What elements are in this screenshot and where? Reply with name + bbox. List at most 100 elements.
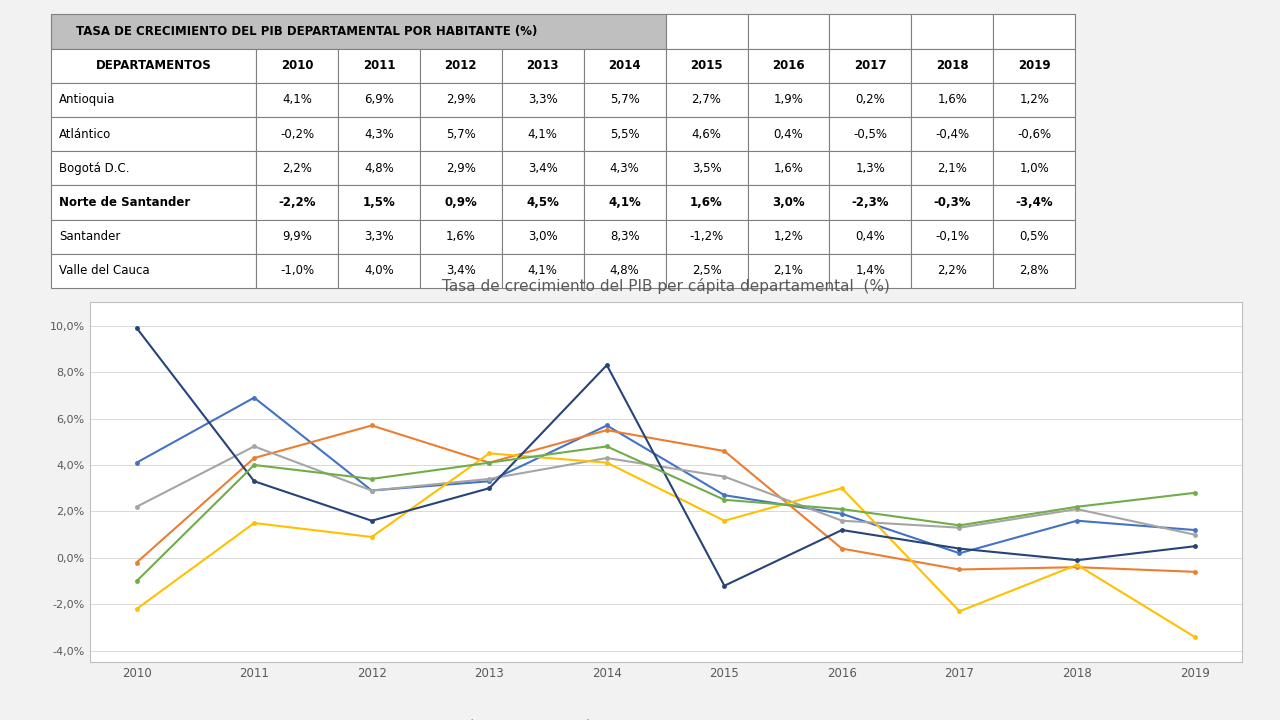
- Text: 2010: 2010: [280, 59, 314, 72]
- Bar: [666, 254, 748, 288]
- Text: 4,1%: 4,1%: [527, 264, 558, 277]
- Bar: [993, 254, 1075, 288]
- Bar: [748, 220, 829, 254]
- Bar: [420, 117, 502, 151]
- Text: -0,1%: -0,1%: [936, 230, 969, 243]
- Text: 2014: 2014: [608, 59, 641, 72]
- Bar: [666, 48, 748, 83]
- Bar: [829, 14, 911, 48]
- Bar: [993, 151, 1075, 185]
- Text: 3,3%: 3,3%: [527, 94, 558, 107]
- Bar: [748, 151, 829, 185]
- Bar: [338, 254, 420, 288]
- Bar: [829, 48, 911, 83]
- Bar: [502, 48, 584, 83]
- Bar: [911, 220, 993, 254]
- Text: 5,7%: 5,7%: [609, 94, 640, 107]
- Text: 4,8%: 4,8%: [364, 162, 394, 175]
- Text: 6,9%: 6,9%: [364, 94, 394, 107]
- Bar: [338, 83, 420, 117]
- Bar: [829, 220, 911, 254]
- Bar: [338, 48, 420, 83]
- Bar: [993, 220, 1075, 254]
- Text: -0,4%: -0,4%: [936, 127, 969, 140]
- Bar: [829, 151, 911, 185]
- Text: -3,4%: -3,4%: [1015, 196, 1053, 209]
- Text: -0,5%: -0,5%: [854, 127, 887, 140]
- Text: 8,3%: 8,3%: [609, 230, 640, 243]
- Bar: [666, 220, 748, 254]
- Bar: [502, 83, 584, 117]
- Bar: [748, 14, 829, 48]
- Text: -2,2%: -2,2%: [278, 196, 316, 209]
- Text: 1,0%: 1,0%: [1019, 162, 1050, 175]
- Text: 2018: 2018: [936, 59, 969, 72]
- Text: 2017: 2017: [854, 59, 887, 72]
- Text: 4,8%: 4,8%: [609, 264, 640, 277]
- Text: 0,4%: 0,4%: [855, 230, 886, 243]
- Text: 5,7%: 5,7%: [445, 127, 476, 140]
- Bar: [256, 220, 338, 254]
- Text: 1,2%: 1,2%: [773, 230, 804, 243]
- Text: TASA DE CRECIMIENTO DEL PIB DEPARTAMENTAL POR HABITANTE (%): TASA DE CRECIMIENTO DEL PIB DEPARTAMENTA…: [76, 25, 538, 38]
- Bar: [502, 151, 584, 185]
- Text: 2,5%: 2,5%: [691, 264, 722, 277]
- Bar: [993, 185, 1075, 220]
- Text: 4,1%: 4,1%: [527, 127, 558, 140]
- Text: -0,3%: -0,3%: [933, 196, 972, 209]
- Text: 0,2%: 0,2%: [855, 94, 886, 107]
- Bar: [748, 117, 829, 151]
- Text: 4,3%: 4,3%: [609, 162, 640, 175]
- Bar: [584, 185, 666, 220]
- Bar: [51, 185, 256, 220]
- Text: 3,5%: 3,5%: [691, 162, 722, 175]
- Text: 2,1%: 2,1%: [773, 264, 804, 277]
- Bar: [51, 14, 666, 48]
- Text: 2013: 2013: [526, 59, 559, 72]
- Bar: [502, 254, 584, 288]
- Bar: [748, 83, 829, 117]
- Bar: [584, 117, 666, 151]
- Text: 2011: 2011: [362, 59, 396, 72]
- Text: 2,2%: 2,2%: [937, 264, 968, 277]
- Text: 2,9%: 2,9%: [445, 94, 476, 107]
- Bar: [51, 83, 256, 117]
- Bar: [584, 48, 666, 83]
- Bar: [911, 117, 993, 151]
- Text: 3,4%: 3,4%: [445, 264, 476, 277]
- Text: 2,8%: 2,8%: [1019, 264, 1050, 277]
- Bar: [911, 14, 993, 48]
- Bar: [993, 117, 1075, 151]
- Text: 4,6%: 4,6%: [691, 127, 722, 140]
- Text: 4,3%: 4,3%: [364, 127, 394, 140]
- Bar: [829, 254, 911, 288]
- Bar: [256, 48, 338, 83]
- Text: Bogotá D.C.: Bogotá D.C.: [59, 162, 129, 175]
- Bar: [666, 83, 748, 117]
- Bar: [338, 185, 420, 220]
- Bar: [256, 151, 338, 185]
- Text: 3,4%: 3,4%: [527, 162, 558, 175]
- Bar: [993, 14, 1075, 48]
- Bar: [993, 48, 1075, 83]
- Bar: [748, 254, 829, 288]
- Text: 2,1%: 2,1%: [937, 162, 968, 175]
- Bar: [584, 83, 666, 117]
- Bar: [51, 151, 256, 185]
- Bar: [338, 151, 420, 185]
- Text: 2015: 2015: [690, 59, 723, 72]
- Bar: [911, 48, 993, 83]
- Bar: [666, 14, 748, 48]
- Text: Atlántico: Atlántico: [59, 127, 111, 140]
- Text: 1,4%: 1,4%: [855, 264, 886, 277]
- Text: 1,6%: 1,6%: [937, 94, 968, 107]
- Text: Antioquia: Antioquia: [59, 94, 115, 107]
- Bar: [256, 185, 338, 220]
- Bar: [420, 48, 502, 83]
- Text: 4,5%: 4,5%: [526, 196, 559, 209]
- Text: 1,6%: 1,6%: [445, 230, 476, 243]
- Bar: [420, 185, 502, 220]
- Bar: [829, 117, 911, 151]
- Text: -1,2%: -1,2%: [690, 230, 723, 243]
- Bar: [256, 254, 338, 288]
